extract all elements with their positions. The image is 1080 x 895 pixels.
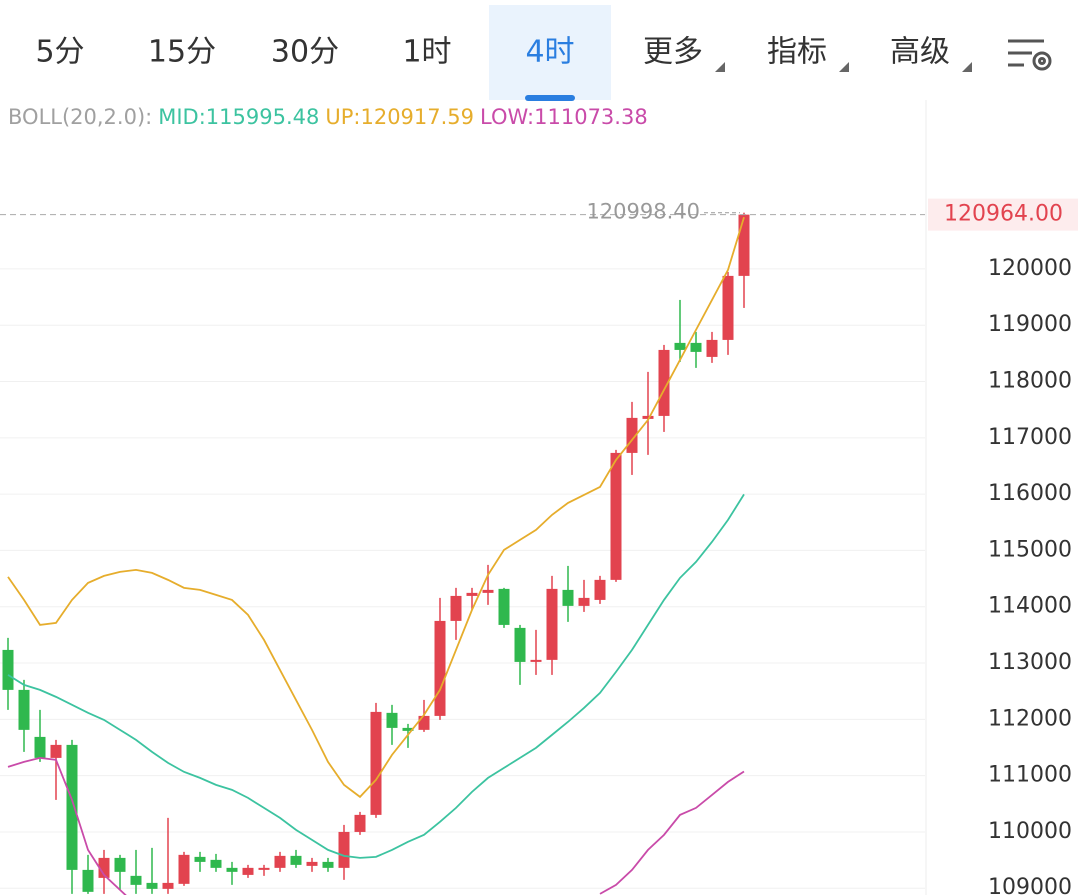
high-label: 120998.40 [586, 200, 700, 224]
candle-body [626, 417, 638, 453]
candle-body [66, 744, 78, 870]
y-tick-label: 114000 [988, 594, 1072, 619]
candle-body [50, 744, 62, 758]
dropdown-arrow [962, 62, 972, 72]
y-tick-label: 110000 [988, 819, 1072, 844]
legend-item: UP:120917.59 [325, 105, 474, 129]
plot: 120998.40 [0, 200, 925, 895]
candle-body [530, 659, 542, 662]
candle-body [130, 875, 142, 885]
candle-body [562, 589, 574, 606]
boll-line [7, 216, 745, 799]
tabs: 5分 15分 30分 1时 4时 更多 指标 高级 [35, 5, 972, 101]
dropdown-arrow [715, 62, 725, 72]
candle-body [466, 592, 478, 596]
dropdown-arrow [839, 62, 849, 72]
legend-item: LOW:111073.38 [480, 105, 648, 129]
settings-icon[interactable] [1008, 39, 1052, 71]
y-tick-label: 115000 [988, 537, 1072, 562]
candle-body [258, 867, 270, 870]
candle-body [370, 711, 382, 815]
candle-body [98, 857, 110, 878]
candle-body [450, 595, 462, 621]
boll-line [7, 493, 745, 859]
legend-item: MID:115995.48 [158, 105, 319, 129]
candle-body [354, 814, 366, 832]
candle-body [162, 882, 174, 889]
candle-body [386, 712, 398, 728]
y-tick-label: 120000 [988, 256, 1072, 281]
y-tick-label: 116000 [988, 481, 1072, 506]
tab[interactable]: 指标 [767, 35, 827, 70]
candle-body [178, 854, 190, 884]
tab[interactable]: 1时 [402, 35, 451, 70]
candle-body [2, 649, 14, 690]
candle-body [658, 349, 670, 416]
candle-body [82, 869, 94, 892]
candle-body [322, 861, 334, 868]
candle-body [594, 579, 606, 600]
price-axis: 109000 110000 111000 112000 113000 114000 1150… [928, 198, 1078, 895]
tab[interactable]: 更多 [643, 35, 703, 70]
tab[interactable]: 5分 [35, 35, 84, 70]
candle-body [690, 342, 702, 352]
candle-body [434, 620, 446, 716]
last-price-label: 120964.00 [944, 202, 1063, 227]
last-price-box [928, 198, 1078, 231]
candle-body [642, 415, 654, 419]
candle-body [114, 857, 126, 872]
indicator-legend: BOLL(20,2.0): MID:115995.48 UP:120917.59 LO… [8, 105, 648, 129]
tab[interactable]: 4时 [525, 35, 574, 70]
candle-body [546, 588, 558, 660]
candle-body [194, 856, 206, 862]
candle-body [18, 689, 30, 730]
active-tab-bg [489, 5, 611, 100]
legend-item: BOLL(20,2.0): [8, 105, 152, 129]
tab[interactable]: 30分 [271, 35, 339, 70]
active-tab-indicator [525, 95, 575, 101]
candle-body [290, 855, 302, 865]
y-tick-label: 109000 [988, 875, 1072, 895]
candle-body [34, 736, 46, 758]
candle-body [402, 727, 414, 731]
grid [0, 268, 925, 889]
tab[interactable]: 高级 [890, 35, 950, 70]
candle-body [274, 855, 286, 868]
boll-line [7, 756, 745, 895]
candle-body [482, 589, 494, 593]
y-tick-label: 111000 [988, 763, 1072, 788]
y-tick-label: 112000 [988, 706, 1072, 731]
y-tick-label: 118000 [988, 369, 1072, 394]
candle-body [674, 342, 686, 350]
candle-body [226, 867, 238, 872]
candle-body [242, 867, 254, 875]
y-tick-label: 113000 [988, 650, 1072, 675]
y-tick-label: 117000 [988, 425, 1072, 450]
y-tick-label: 119000 [988, 312, 1072, 337]
candle-body [306, 861, 318, 866]
candle-body [146, 882, 158, 889]
candle-body [418, 715, 430, 730]
candle-body [514, 627, 526, 662]
candle-body [338, 831, 350, 868]
candle-body [498, 588, 510, 625]
candle-body [722, 275, 734, 340]
candle-body [578, 597, 590, 606]
candle-body [610, 452, 622, 580]
candle-body [706, 339, 718, 357]
candle-body [738, 214, 750, 276]
candle-body [210, 859, 222, 868]
tab[interactable]: 15分 [148, 35, 216, 70]
